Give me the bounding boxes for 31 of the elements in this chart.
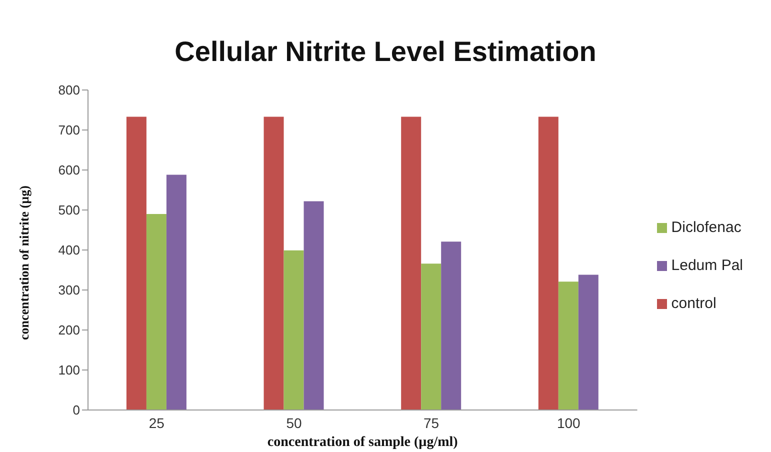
y-tick-label: 400 (58, 242, 80, 258)
bar (166, 174, 186, 410)
bar (538, 116, 558, 410)
y-tick-label: 0 (72, 402, 80, 418)
bar (284, 250, 304, 410)
bar (264, 116, 284, 410)
bar (401, 116, 422, 410)
y-tick-label: 500 (58, 202, 80, 218)
legend-label: Diclofenac (671, 219, 742, 236)
bar (441, 242, 462, 410)
bar (304, 201, 324, 410)
x-axis-title: concentration of sample (µg/ml) (267, 435, 458, 450)
y-tick-label: 800 (58, 82, 80, 98)
bar (146, 214, 166, 410)
y-tick-label: 600 (58, 162, 80, 178)
x-tick-label: 100 (556, 414, 581, 431)
bar (126, 116, 146, 410)
legend-label: control (671, 295, 716, 312)
y-tick-label: 200 (58, 322, 80, 338)
bar (558, 282, 578, 410)
bar (578, 274, 598, 410)
y-tick-label: 300 (58, 282, 80, 298)
y-axis-title: concentration of nitrite (µg) (16, 186, 32, 340)
x-tick-label: 50 (286, 414, 302, 431)
x-tick-label: 75 (424, 414, 440, 431)
x-tick-label: 25 (148, 414, 165, 431)
legend-label: Ledum Pal (671, 257, 743, 274)
bar (421, 264, 442, 410)
y-tick-label: 700 (58, 122, 80, 138)
y-tick-label: 100 (58, 362, 80, 378)
chart-title: Cellular Nitrite Level Estimation (174, 35, 598, 69)
